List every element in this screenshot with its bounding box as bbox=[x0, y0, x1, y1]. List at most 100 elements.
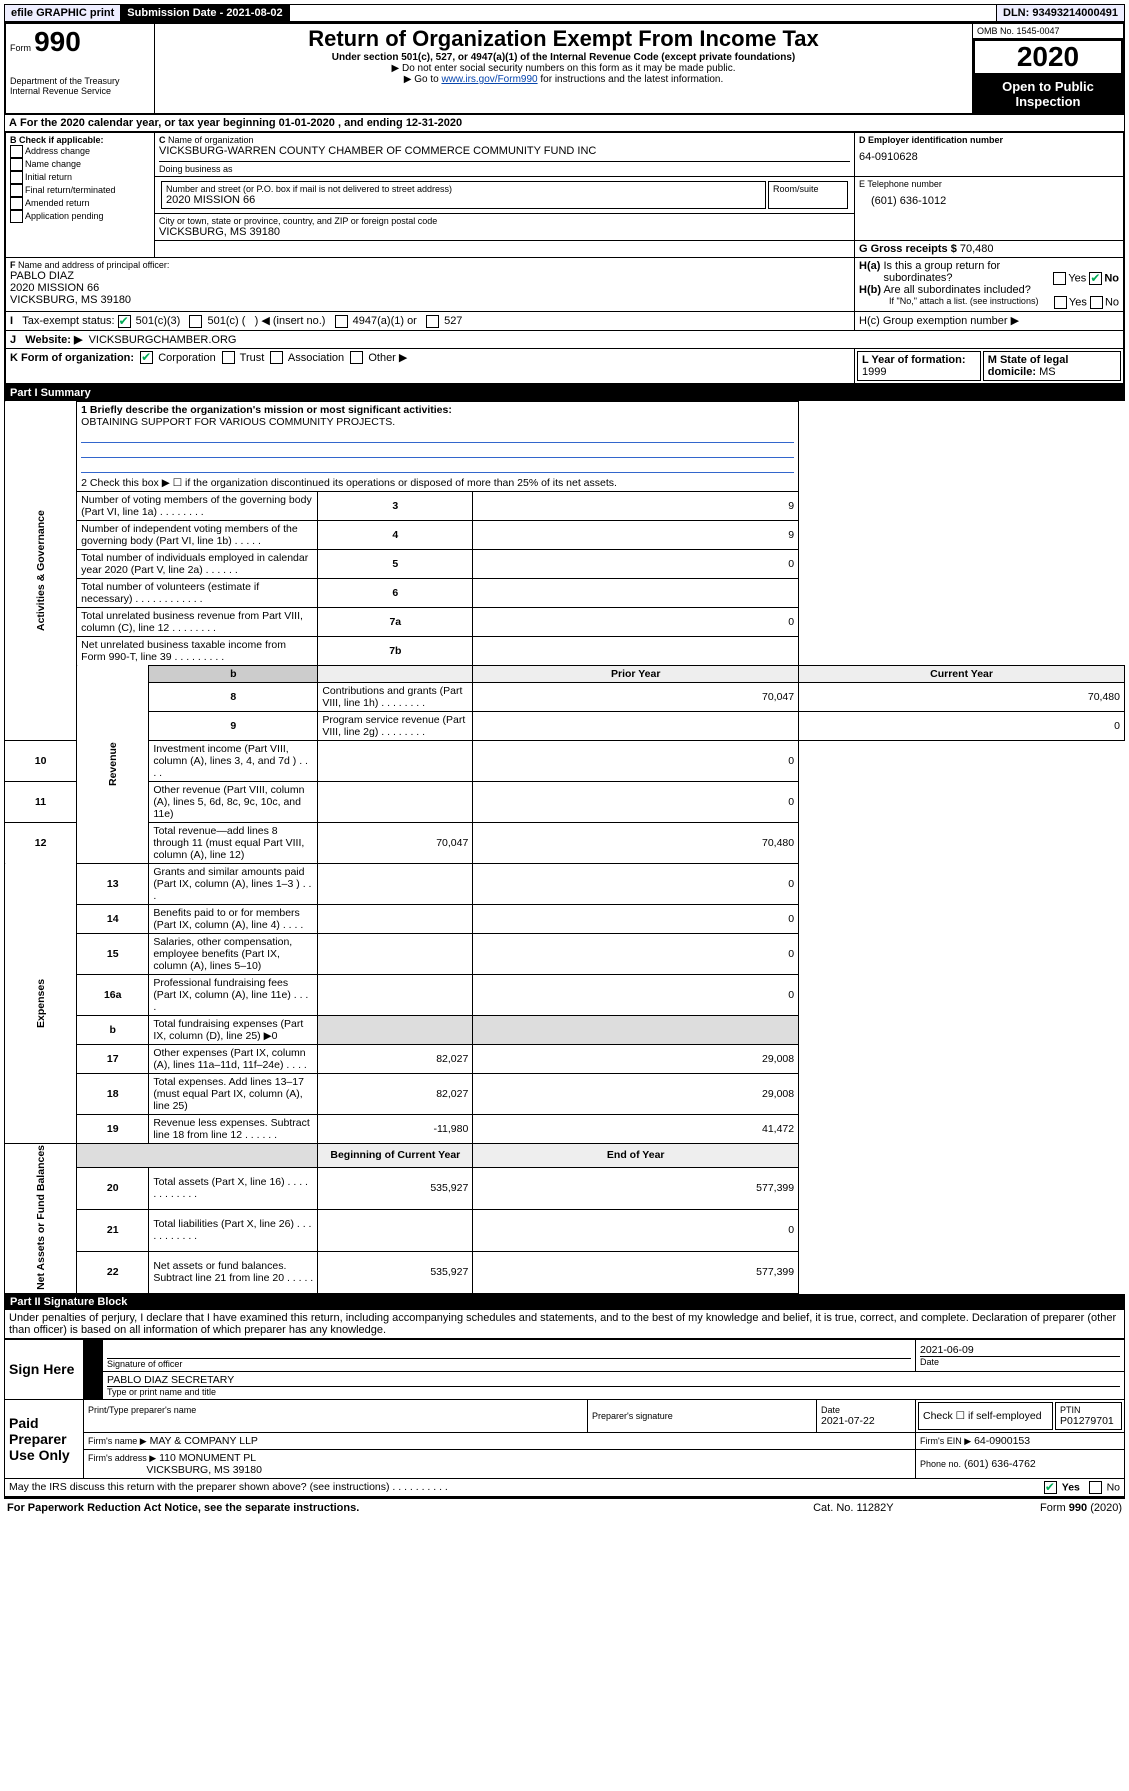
line22-d: Net assets or fund balances. Subtract li… bbox=[149, 1251, 318, 1293]
line18-d: Total expenses. Add lines 13–17 (must eq… bbox=[149, 1073, 318, 1114]
line16a-p bbox=[318, 974, 473, 1015]
line18-p: 82,027 bbox=[318, 1073, 473, 1114]
status-501c[interactable] bbox=[189, 315, 202, 328]
line8-c: 70,480 bbox=[799, 682, 1125, 711]
box-b-final[interactable]: Final return/terminated bbox=[10, 184, 150, 197]
line10-d: Investment income (Part VIII, column (A)… bbox=[149, 740, 318, 781]
box-b-initial[interactable]: Initial return bbox=[10, 171, 150, 184]
col-prior: Prior Year bbox=[473, 665, 799, 682]
org-name: VICKSBURG-WARREN COUNTY CHAMBER OF COMME… bbox=[159, 145, 850, 157]
status-4947[interactable] bbox=[335, 315, 348, 328]
officer-addr1: 2020 MISSION 66 bbox=[10, 282, 850, 294]
box-ha: H(a) Is this a group return for subordin… bbox=[859, 260, 1119, 284]
col-current: Current Year bbox=[799, 665, 1125, 682]
line5-box: 5 bbox=[318, 549, 473, 578]
line22-n: 22 bbox=[77, 1251, 149, 1293]
line7b-desc: Net unrelated business taxable income fr… bbox=[77, 636, 318, 665]
name-title-label: Type or print name and title bbox=[107, 1386, 1120, 1397]
line16a-c: 0 bbox=[473, 974, 799, 1015]
status-501c3[interactable] bbox=[118, 315, 131, 328]
firm-ein-label: Firm's EIN ▶ bbox=[920, 1436, 971, 1446]
line11-p bbox=[318, 781, 473, 822]
form990-link[interactable]: www.irs.gov/Form990 bbox=[441, 74, 537, 85]
part2-header: Part II Signature Block bbox=[4, 1294, 1125, 1310]
form-footer: Form 990 (2020) bbox=[944, 1501, 1123, 1515]
line10-n: 10 bbox=[5, 740, 77, 781]
org-other[interactable] bbox=[350, 351, 363, 364]
efile-label[interactable]: efile GRAPHIC print bbox=[5, 5, 121, 21]
line16b-d: Total fundraising expenses (Part IX, col… bbox=[149, 1015, 318, 1044]
box-b-amended[interactable]: Amended return bbox=[10, 197, 150, 210]
topbar-spacer bbox=[290, 5, 997, 21]
box-k-label: K Form of organization: bbox=[10, 352, 134, 364]
line12-c: 70,480 bbox=[473, 822, 799, 863]
line12-n: 12 bbox=[5, 822, 77, 863]
line16b-n: b bbox=[77, 1015, 149, 1044]
line17-p: 82,027 bbox=[318, 1044, 473, 1073]
line15-c: 0 bbox=[473, 933, 799, 974]
street-address: 2020 MISSION 66 bbox=[166, 194, 761, 206]
box-b-pending[interactable]: Application pending bbox=[10, 210, 150, 223]
subtitle-3: ▶ Go to www.irs.gov/Form990 for instruct… bbox=[159, 74, 968, 85]
box-b-addresschange[interactable]: Address change bbox=[10, 145, 150, 158]
box-j-label: Website: ▶ bbox=[25, 334, 82, 346]
rev-desc-hdr bbox=[318, 665, 473, 682]
efile-topbar: efile GRAPHIC print Submission Date - 20… bbox=[4, 4, 1125, 22]
org-corp[interactable] bbox=[140, 351, 153, 364]
line16b-p bbox=[318, 1015, 473, 1044]
firm-addr-label: Firm's address ▶ bbox=[88, 1453, 156, 1463]
goto-pre: ▶ Go to bbox=[404, 74, 442, 85]
line7b-val bbox=[473, 636, 799, 665]
box-f-label: F Name and address of principal officer: bbox=[10, 260, 850, 270]
box-hb: H(b) Are all subordinates included? Yes … bbox=[859, 284, 1119, 296]
footer: For Paperwork Reduction Act Notice, see … bbox=[4, 1499, 1125, 1517]
header-table: Form 990 Department of the TreasuryInter… bbox=[4, 22, 1125, 115]
line14-c: 0 bbox=[473, 904, 799, 933]
self-emp[interactable]: Check ☐ if self-employed bbox=[918, 1402, 1053, 1430]
side-label-governance: Activities & Governance bbox=[5, 401, 77, 740]
box-d-label: D Employer identification number bbox=[859, 135, 1119, 145]
discuss-yes[interactable] bbox=[1044, 1481, 1057, 1494]
status-527[interactable] bbox=[426, 315, 439, 328]
side-label-revenue: Revenue bbox=[77, 665, 149, 863]
firm-name: MAY & COMPANY LLP bbox=[150, 1435, 258, 1447]
line7a-val: 0 bbox=[473, 607, 799, 636]
dln: DLN: 93493214000491 bbox=[997, 5, 1124, 21]
line5-val: 0 bbox=[473, 549, 799, 578]
line21-d: Total liabilities (Part X, line 26) . . … bbox=[149, 1209, 318, 1251]
open-to-public: Open to Public Inspection bbox=[973, 75, 1123, 113]
discuss-no[interactable] bbox=[1089, 1481, 1102, 1494]
side-label-netassets: Net Assets or Fund Balances bbox=[5, 1143, 77, 1293]
omb-number: OMB No. 1545-0047 bbox=[973, 24, 1123, 39]
org-assoc[interactable] bbox=[270, 351, 283, 364]
discuss-text: May the IRS discuss this return with the… bbox=[9, 1481, 448, 1493]
officer-printed: PABLO DIAZ SECRETARY bbox=[107, 1374, 1120, 1386]
line20-n: 20 bbox=[77, 1168, 149, 1210]
line13-d: Grants and similar amounts paid (Part IX… bbox=[149, 863, 318, 904]
firm-phone: (601) 636-4762 bbox=[964, 1458, 1036, 1470]
line17-d: Other expenses (Part IX, column (A), lin… bbox=[149, 1044, 318, 1073]
box-g-label: G Gross receipts $ bbox=[859, 243, 957, 255]
line13-c: 0 bbox=[473, 863, 799, 904]
form-title: Return of Organization Exempt From Incom… bbox=[159, 26, 968, 52]
city-state-zip: VICKSBURG, MS 39180 bbox=[159, 226, 850, 238]
sig-date-label: Date bbox=[920, 1356, 1120, 1367]
yes-label: Yes bbox=[1062, 1481, 1080, 1493]
line18-c: 29,008 bbox=[473, 1073, 799, 1114]
sig-date: 2021-06-09 bbox=[920, 1344, 1120, 1356]
box-b-namechange[interactable]: Name change bbox=[10, 158, 150, 171]
form-number: 990 bbox=[34, 26, 81, 57]
ptin-label: PTIN bbox=[1060, 1405, 1117, 1415]
domicile-state: MS bbox=[1039, 366, 1056, 378]
line20-p: 535,927 bbox=[318, 1168, 473, 1210]
line16a-d: Professional fundraising fees (Part IX, … bbox=[149, 974, 318, 1015]
sign-here-label: Sign Here bbox=[5, 1339, 84, 1399]
line10-c: 0 bbox=[473, 740, 799, 781]
line12-d: Total revenue—add lines 8 through 11 (mu… bbox=[149, 822, 318, 863]
org-trust[interactable] bbox=[222, 351, 235, 364]
q1-label: 1 Briefly describe the organization's mi… bbox=[81, 404, 452, 416]
period-begin: 01-01-2020 bbox=[279, 117, 335, 129]
prep-name-label: Print/Type preparer's name bbox=[88, 1405, 583, 1415]
line21-c: 0 bbox=[473, 1209, 799, 1251]
col-begin: Beginning of Current Year bbox=[318, 1143, 473, 1168]
